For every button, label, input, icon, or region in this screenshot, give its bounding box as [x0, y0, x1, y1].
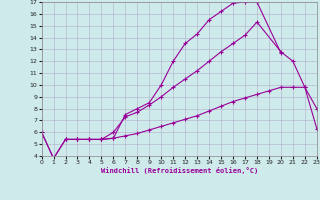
X-axis label: Windchill (Refroidissement éolien,°C): Windchill (Refroidissement éolien,°C) [100, 167, 258, 174]
